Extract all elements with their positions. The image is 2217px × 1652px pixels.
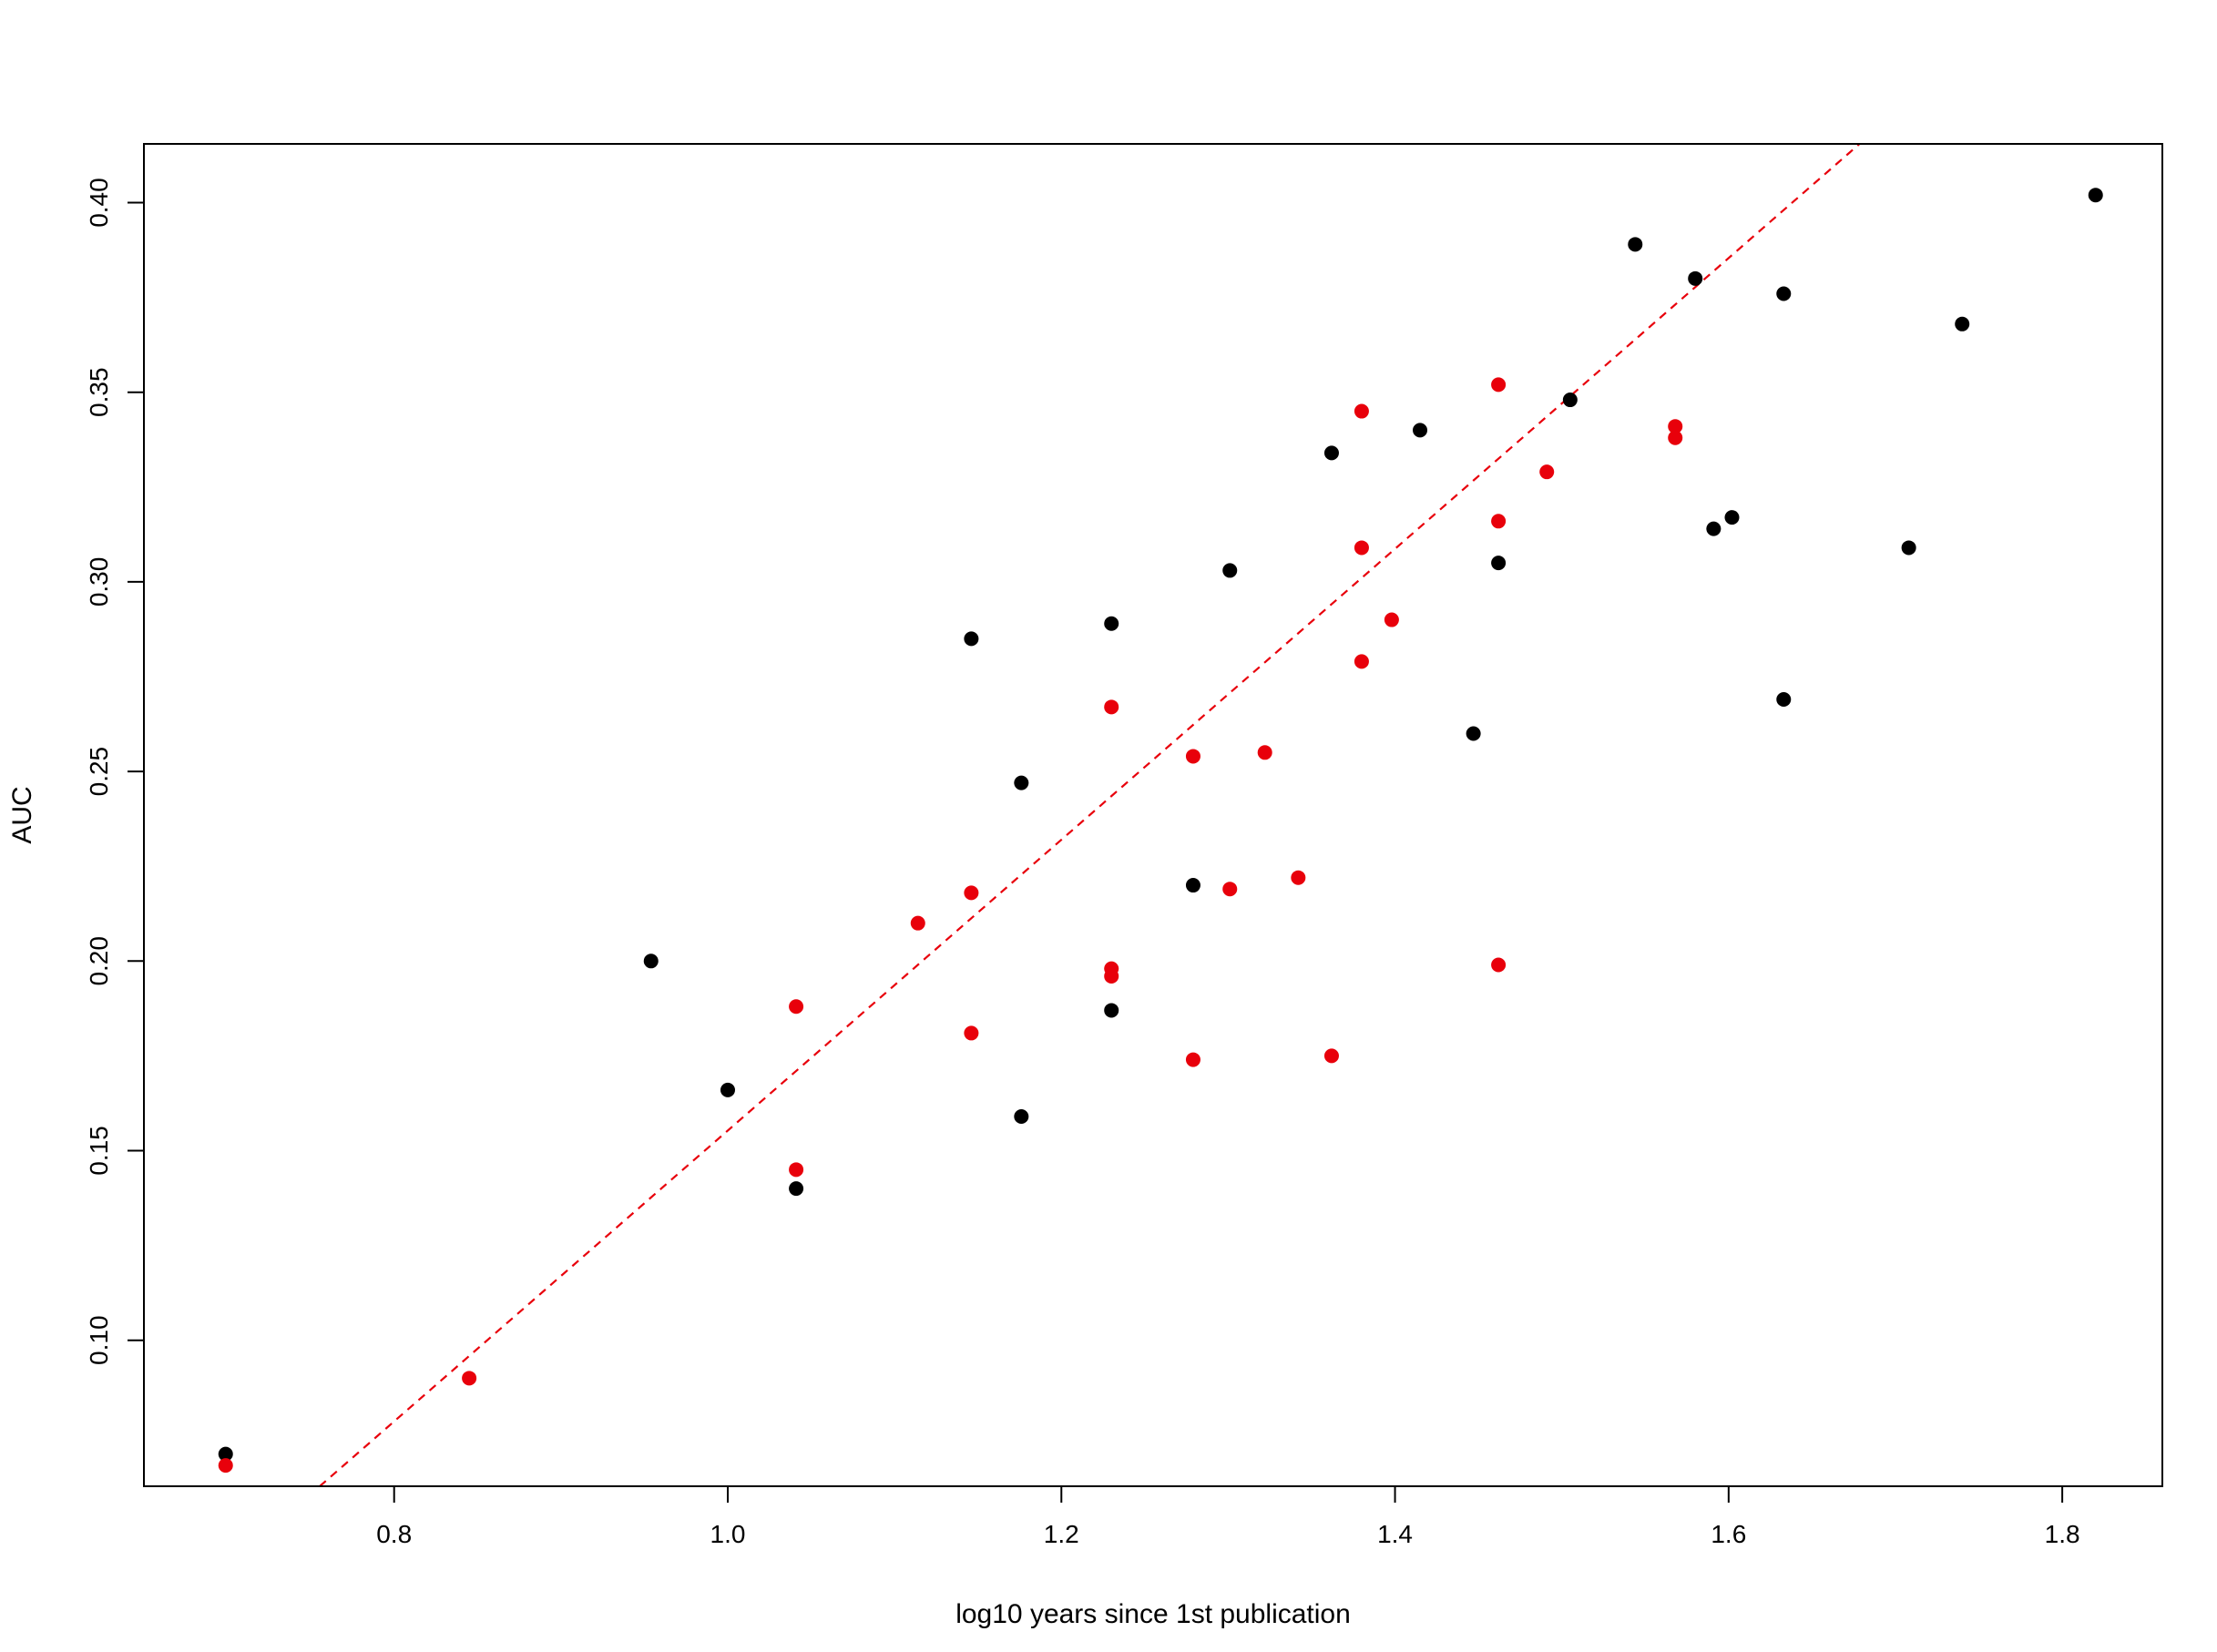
red-point: [1104, 968, 1119, 984]
y-tick-label: 0.30: [85, 557, 113, 607]
black-point: [1014, 775, 1029, 790]
red-point: [789, 999, 804, 1015]
black-point: [643, 953, 659, 969]
regression-line: [318, 144, 1862, 1486]
red-point: [1491, 377, 1507, 393]
black-point: [1688, 270, 1703, 286]
x-tick-label: 0.8: [376, 1520, 412, 1548]
y-tick-label: 0.20: [85, 936, 113, 986]
plot-frame: [143, 143, 2163, 1487]
y-tick-label: 0.15: [85, 1126, 113, 1176]
black-point: [1491, 556, 1507, 571]
black-point: [1901, 540, 1916, 556]
red-point: [1354, 403, 1369, 419]
red-point: [1354, 540, 1369, 556]
red-point: [1491, 514, 1507, 529]
black-point: [789, 1181, 804, 1197]
black-point: [1706, 521, 1721, 536]
red-point: [1323, 1048, 1339, 1064]
y-axis: 0.10 0.15 0.20 0.25 0.30 0.35 0.40: [85, 178, 145, 1365]
black-point: [218, 1446, 233, 1462]
y-tick-label: 0.35: [85, 367, 113, 417]
red-point: [910, 915, 925, 931]
black-point: [1955, 316, 1970, 331]
black-point: [964, 631, 979, 647]
black-point: [1628, 237, 1643, 252]
x-tick-label: 1.4: [1377, 1520, 1413, 1548]
red-point: [1222, 882, 1238, 897]
red-point: [1668, 430, 1683, 445]
y-tick-label: 0.40: [85, 178, 113, 228]
x-tick-label: 1.6: [1711, 1520, 1746, 1548]
black-point: [1466, 726, 1481, 741]
red-point: [1384, 612, 1399, 627]
x-tick-label: 1.0: [710, 1520, 746, 1548]
red-point: [1185, 749, 1200, 764]
x-axis: 0.8 1.0 1.2 1.4 1.6 1.8: [376, 1485, 2080, 1548]
black-point: [720, 1082, 735, 1097]
red-point: [1539, 464, 1555, 480]
black-point: [1104, 616, 1119, 631]
red-point: [1185, 1052, 1200, 1067]
y-axis-label: AUC: [7, 786, 37, 843]
red-point: [964, 1025, 979, 1041]
red-point: [1354, 654, 1369, 669]
red-point: [789, 1162, 804, 1178]
black-point: [1104, 1003, 1119, 1018]
black-point: [1222, 563, 1238, 578]
black-point: [1562, 393, 1578, 408]
red-point: [218, 1458, 233, 1474]
y-tick-label: 0.10: [85, 1315, 113, 1365]
red-point: [1668, 419, 1683, 434]
red-point: [462, 1371, 477, 1386]
black-point: [1185, 878, 1200, 893]
red-point: [1257, 745, 1272, 760]
black-point: [1413, 423, 1428, 438]
black-point: [1776, 286, 1792, 301]
red-point: [1491, 957, 1507, 973]
red-point: [964, 885, 979, 901]
black-point: [1323, 445, 1339, 461]
red-point: [1104, 699, 1119, 715]
black-point: [1724, 510, 1740, 525]
red-point: [1291, 870, 1306, 885]
black-point: [1776, 692, 1792, 708]
x-axis-label: log10 years since 1st publication: [955, 1599, 1351, 1629]
x-tick-label: 1.8: [2045, 1520, 2080, 1548]
points-layer: [218, 188, 2103, 1474]
y-tick-label: 0.25: [85, 747, 113, 797]
black-point: [1014, 1109, 1029, 1125]
x-tick-label: 1.2: [1044, 1520, 1079, 1548]
regression-line-layer: [318, 144, 1862, 1486]
black-point: [2088, 188, 2103, 203]
